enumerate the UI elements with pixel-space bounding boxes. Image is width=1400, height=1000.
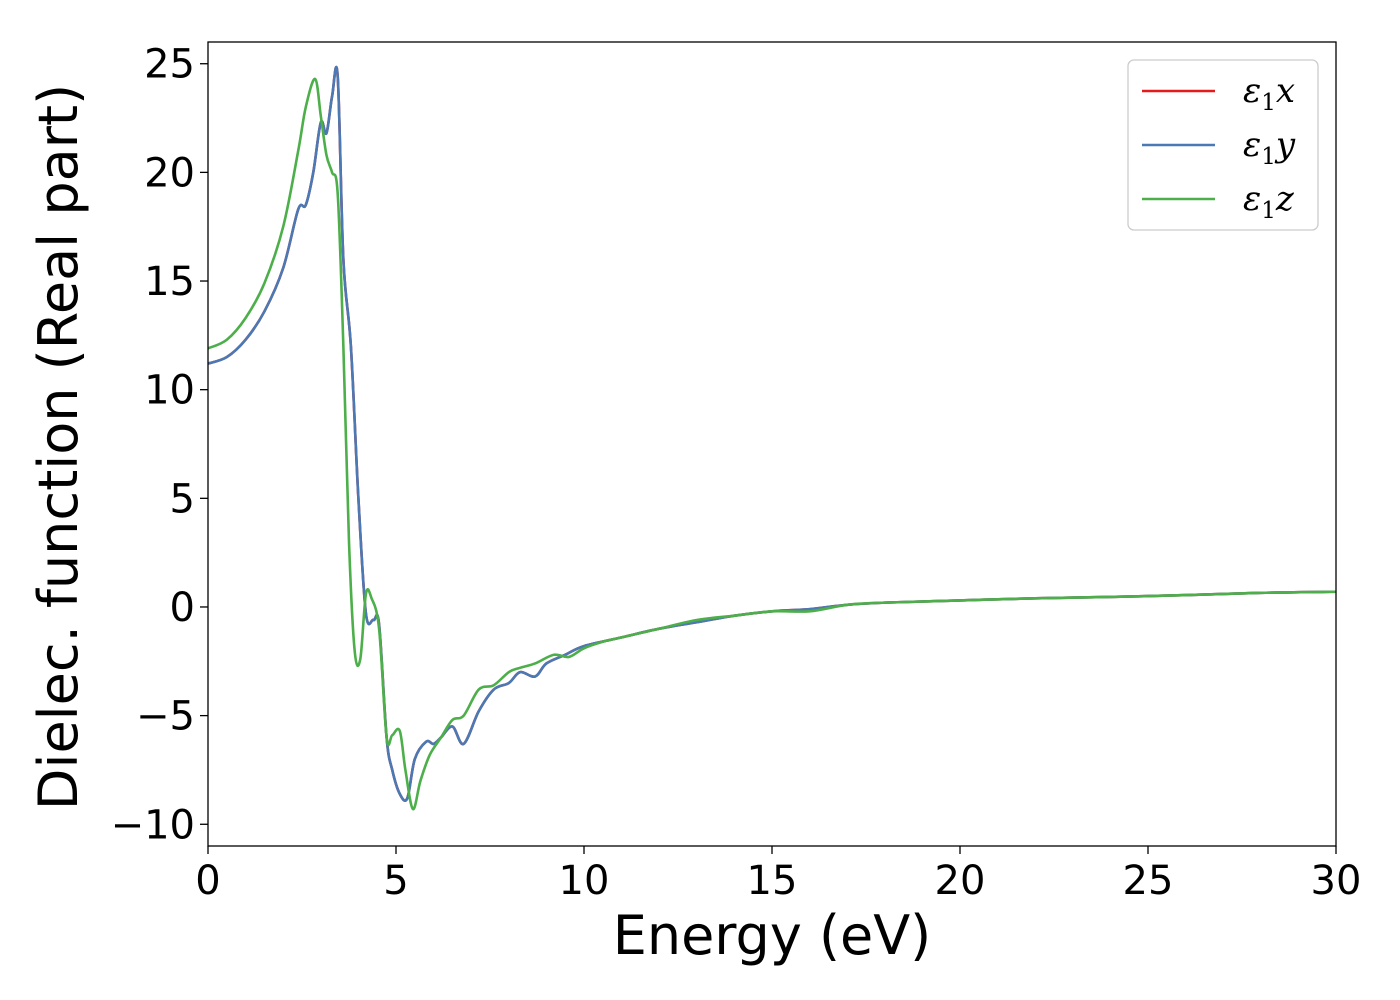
y-tick-label: 10 xyxy=(144,368,195,414)
y-tick-label: −5 xyxy=(136,694,195,740)
x-tick-label: 20 xyxy=(935,858,986,904)
legend-label-x: ε1x xyxy=(1243,71,1295,116)
x-tick-label: 10 xyxy=(559,858,610,904)
x-tick-label: 30 xyxy=(1311,858,1362,904)
x-tick-label: 25 xyxy=(1123,858,1174,904)
y-axis-label: Dielec. function (Real part) xyxy=(27,84,90,810)
x-tick-label: 15 xyxy=(747,858,798,904)
x-tick-label: 5 xyxy=(383,858,408,904)
legend: ε1x ε1y ε1z xyxy=(1127,59,1319,231)
y-axis-ticks: −10 −5 0 5 10 15 20 25 xyxy=(111,42,208,848)
series-layer xyxy=(208,65,1336,811)
y-tick-label: 5 xyxy=(170,476,195,522)
plot-frame xyxy=(207,41,1337,847)
x-axis-label: Energy (eV) xyxy=(613,904,932,967)
legend-label-z: ε1z xyxy=(1243,179,1295,224)
y-tick-label: −10 xyxy=(111,802,195,848)
series-line-z xyxy=(208,77,1336,811)
y-tick-label: 25 xyxy=(144,42,195,88)
x-axis-ticks: 0 5 10 15 20 25 30 xyxy=(195,846,1361,904)
y-tick-label: 20 xyxy=(144,150,195,196)
y-tick-label: 15 xyxy=(144,259,195,305)
x-tick-label: 0 xyxy=(195,858,220,904)
y-tick-label: 0 xyxy=(170,585,195,631)
legend-label-y: ε1y xyxy=(1243,125,1296,170)
legend-frame xyxy=(1127,59,1319,231)
